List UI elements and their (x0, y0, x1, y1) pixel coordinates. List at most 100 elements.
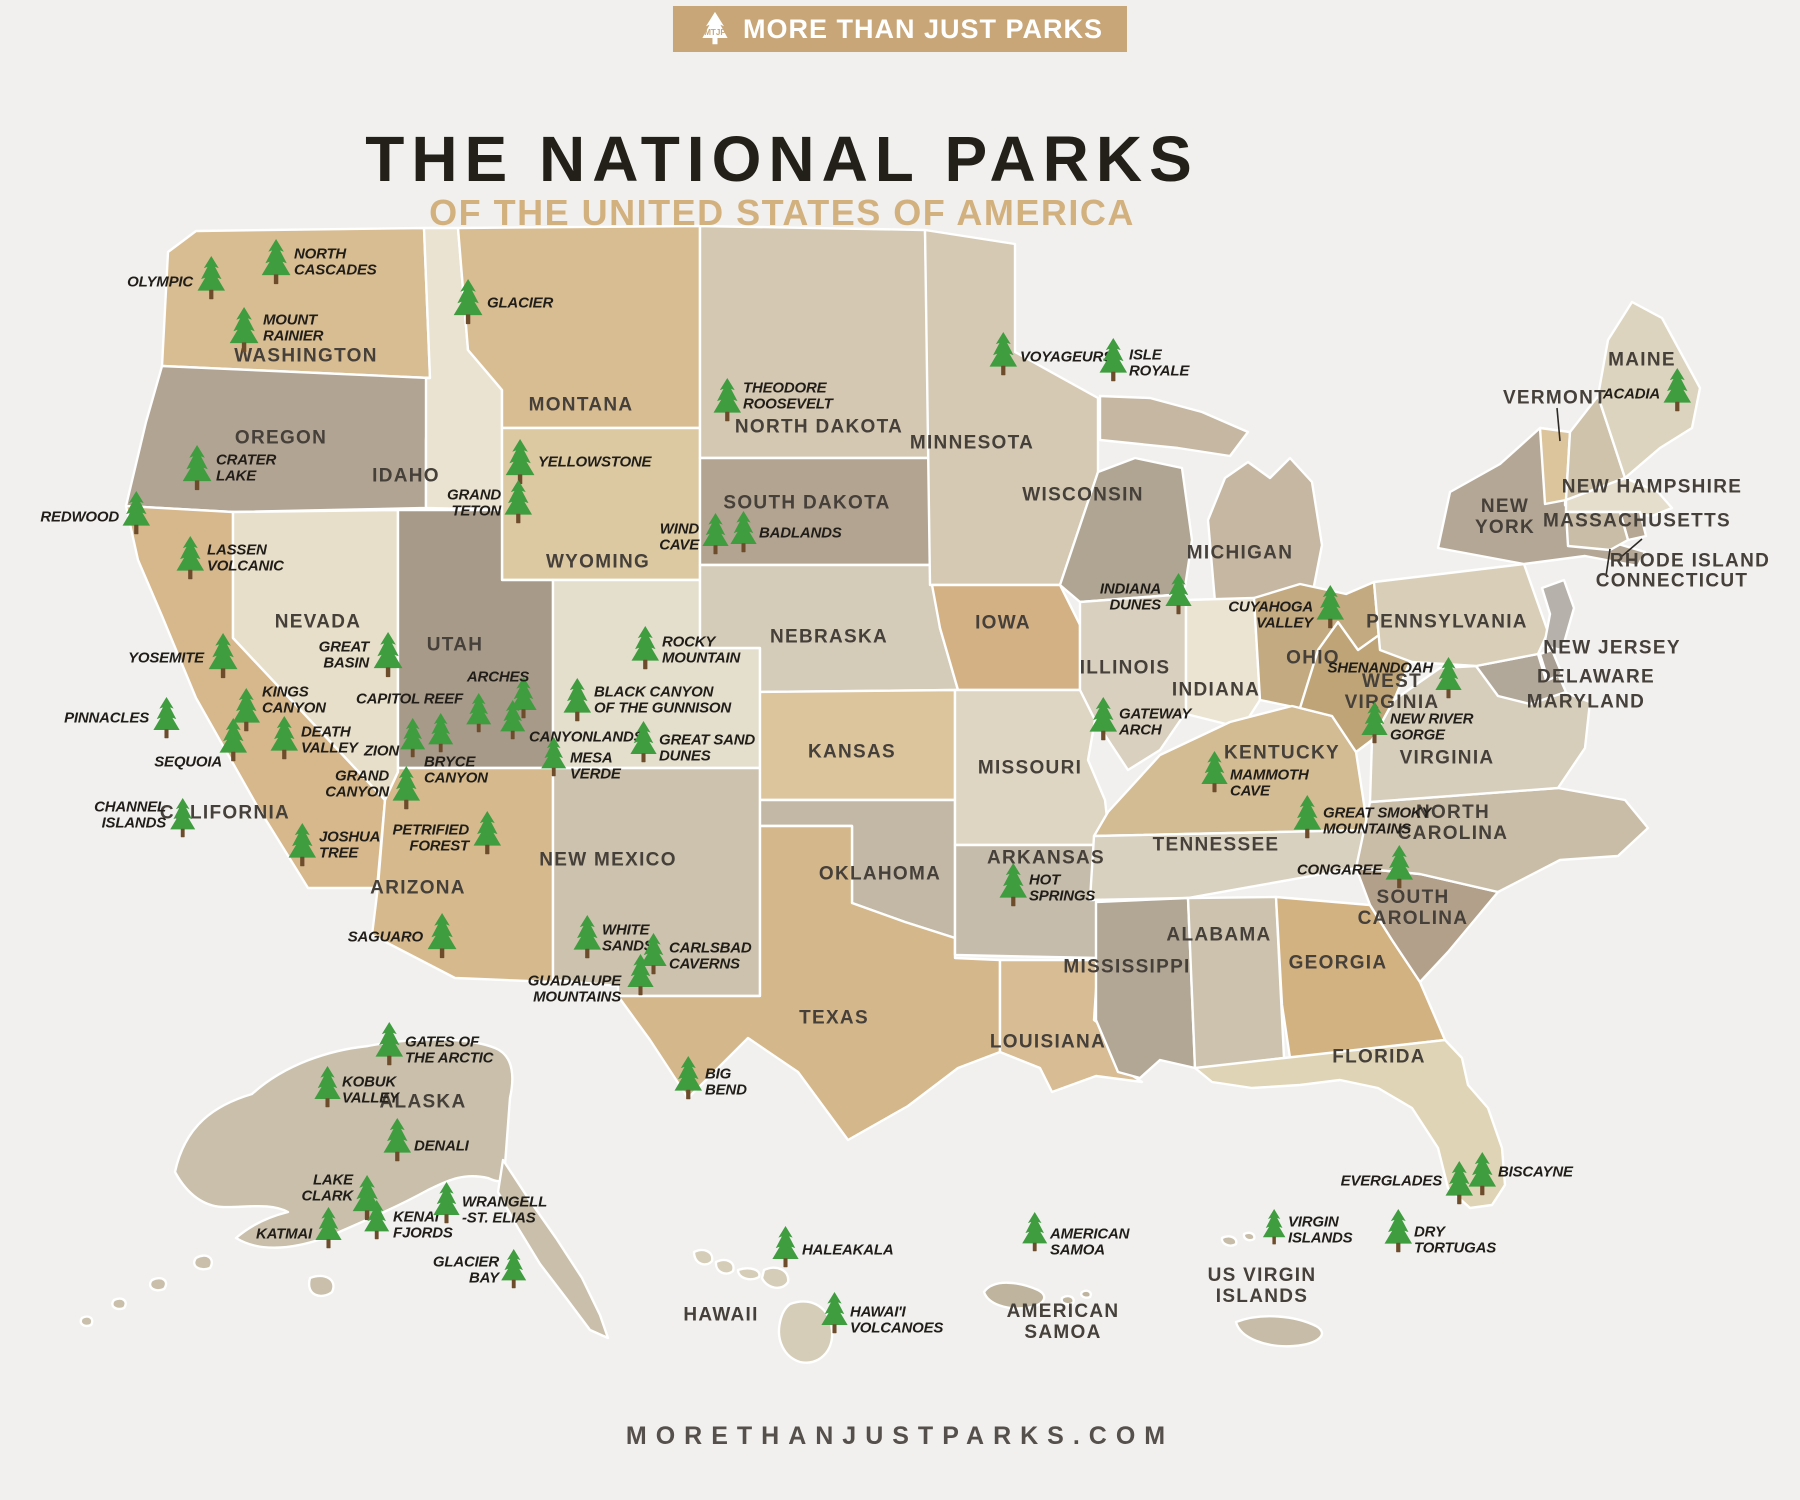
park-label-new-river-gorge: NEW RIVER GORGE (1390, 711, 1473, 743)
park-label-congaree: CONGAREE (1297, 862, 1382, 878)
park-label-line: WIND (659, 520, 699, 538)
state-label-line: MARYLAND (1526, 691, 1646, 713)
park-tree-grand-teton-icon (504, 480, 532, 524)
park-label-white-sands: WHITE SANDS (602, 922, 654, 954)
park-tree-zion-icon (400, 718, 426, 758)
park-label-line: SAMOA (1050, 1241, 1105, 1258)
park-label-line: SEQUOIA (154, 753, 222, 771)
park-label-line: VIRGIN (1288, 1213, 1339, 1231)
park-tree-north-cascades-icon (261, 239, 291, 285)
park-label-acadia: ACADIA (1603, 386, 1660, 402)
park-label-guadalupe-mountains: GUADALUPE MOUNTAINS (527, 972, 621, 1005)
state-shape-maryland (1474, 652, 1568, 706)
park-label-zion: ZION (364, 743, 399, 759)
park-tree-biscayne-icon (1468, 1152, 1496, 1196)
state-label-line: NEW JERSEY (1543, 637, 1681, 659)
park-tree-carlsbad-caverns-icon (639, 933, 667, 975)
state-label-line: ALABAMA (1166, 924, 1272, 946)
park-label-line: BLACK CANYON (594, 683, 714, 701)
park-label-line: JOSHUA (319, 828, 381, 846)
park-label-glacier-bay: GLACIER BAY (433, 1254, 499, 1286)
park-label-line: VALLEY (1256, 614, 1313, 631)
park-tree-denali-icon (383, 1118, 411, 1162)
state-shape-us-virgin-islands-2 (1234, 1315, 1324, 1348)
park-tree-mount-rainier-icon (229, 307, 259, 353)
state-label-line: OHIO (1286, 647, 1340, 669)
brand-banner: MTJP MORE THAN JUST PARKS (672, 6, 1128, 52)
state-label-line: MISSISSIPPI (1063, 956, 1191, 978)
state-label-line: WISCONSIN (1022, 484, 1144, 506)
park-label-line: RAINIER (263, 327, 324, 344)
park-label-line: GREAT SMOKY (1323, 804, 1432, 822)
park-label-line: EVERGLADES (1340, 1172, 1443, 1190)
state-shape-hawaii-1 (714, 1258, 735, 1275)
state-label-line: INDIANA (1171, 679, 1261, 701)
state-label-maine: MAINE (1608, 350, 1676, 371)
park-label-line: SAGUARO (347, 928, 423, 946)
park-tree-great-basin-icon (373, 632, 403, 678)
state-label-line: SOUTH DAKOTA (723, 492, 891, 514)
park-label-carlsbad-caverns: CARLSBAD CAVERNS (669, 940, 752, 972)
park-label-line: GUADALUPE (527, 972, 621, 990)
state-shape-tennessee (1088, 828, 1370, 902)
park-label-line: BEND (705, 1081, 747, 1098)
park-label-line: OLYMPIC (127, 273, 193, 291)
park-label-line: CANYON (325, 783, 389, 800)
park-label-channel-islands: CHANNEL ISLANDS (94, 799, 166, 831)
park-tree-shenandoah-icon (1434, 657, 1462, 699)
state-shape-american-samoa (982, 1281, 1046, 1310)
park-label-death-valley: DEATH VALLEY (301, 724, 358, 756)
poster-title: THE NATIONAL PARKS (365, 123, 1199, 195)
state-label-line: NORTH DAKOTA (734, 416, 904, 438)
state-label-illinois: ILLINOIS (1080, 658, 1171, 679)
park-tree-lake-clark-icon (352, 1175, 382, 1221)
state-label-line: LOUISIANA (989, 1031, 1107, 1053)
park-label-line: MESA (570, 749, 613, 767)
state-shape-hawaii-3 (760, 1266, 790, 1289)
state-label-line: US VIRGIN (1207, 1265, 1317, 1286)
state-label-alabama: ALABAMA (1166, 925, 1271, 946)
state-label-american-samoa: AMERICAN SAMOA (1007, 1301, 1120, 1343)
state-label-iowa: IOWA (975, 613, 1031, 634)
park-label-line: HOT (1029, 871, 1061, 889)
park-tree-white-sands-icon (573, 915, 601, 959)
park-label-line: GLACIER (487, 294, 554, 312)
park-label-line: ARCH (1119, 721, 1162, 738)
state-label-louisiana: LOUISIANA (990, 1032, 1106, 1053)
park-tree-lassen-volcanic-icon (176, 536, 204, 580)
state-label-line: CAROLINA (1397, 823, 1509, 844)
park-label-grand-teton: GRAND TETON (447, 486, 501, 519)
state-label-texas: TEXAS (799, 1008, 869, 1029)
state-shape-texas (616, 824, 1002, 1142)
park-label-line: OF THE GUNNISON (594, 699, 732, 716)
park-label-glacier: GLACIER (487, 295, 553, 311)
park-label-line: YELLOWSTONE (538, 453, 652, 471)
park-label-denali: DENALI (414, 1138, 469, 1154)
park-tree-great-sand-dunes-icon (629, 721, 657, 763)
state-label-missouri: MISSOURI (978, 758, 1082, 779)
park-tree-american-samoa-icon (1022, 1212, 1048, 1252)
park-tree-olympic-icon (197, 256, 225, 300)
park-label-shenandoah: SHENANDOAH (1327, 660, 1433, 676)
park-label-line: SHENANDOAH (1327, 659, 1433, 677)
state-label-oregon: OREGON (235, 428, 327, 449)
park-tree-great-smoky-mountains-icon (1293, 795, 1321, 839)
state-label-line: NEVADA (274, 611, 362, 633)
state-label-new-jersey: NEW JERSEY (1543, 638, 1681, 659)
park-label-canyonlands: CANYONLANDS (529, 729, 644, 745)
state-shape-us-virgin-islands-1 (1242, 1231, 1256, 1242)
park-label-petrified-forest: PETRIFIED FOREST (392, 822, 469, 854)
brand-name: MORE THAN JUST PARKS (742, 13, 1104, 44)
park-tree-grand-canyon-icon (392, 766, 420, 810)
state-label-line: ISLANDS (1215, 1286, 1309, 1307)
park-tree-crater-lake-icon (182, 445, 212, 491)
state-label-line: SAMOA (1024, 1322, 1102, 1343)
state-label-washington: WASHINGTON (234, 346, 378, 367)
park-label-line: GRAND (447, 486, 501, 504)
state-label-montana: MONTANA (529, 395, 634, 416)
park-tree-mammoth-cave-icon (1200, 751, 1228, 793)
state-label-wisconsin: WISCONSIN (1022, 485, 1143, 506)
state-label-florida: FLORIDA (1332, 1047, 1426, 1068)
state-label-new-york: NEW YORK (1475, 496, 1535, 538)
